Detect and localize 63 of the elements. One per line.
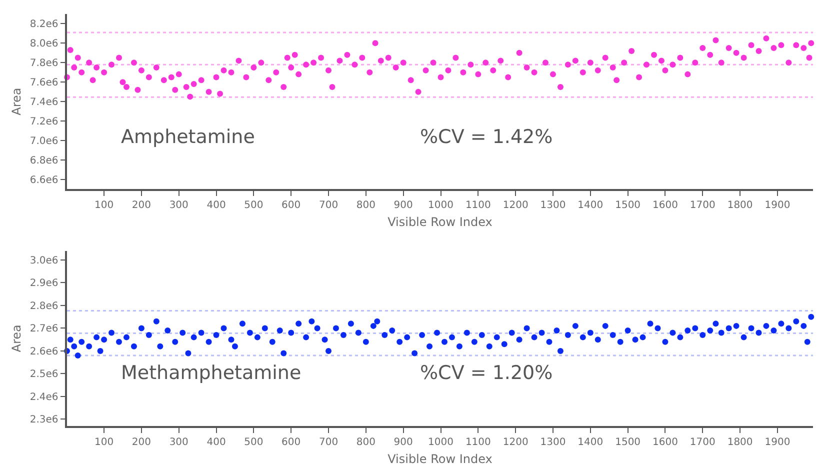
y-tick-label: 2.6e6 <box>30 346 58 358</box>
x-tick-label: 1500 <box>615 200 641 211</box>
annotation: %CV = 1.20% <box>420 362 553 384</box>
x-tick-label: 800 <box>356 200 376 211</box>
y-tick-label: 8.0e6 <box>30 38 58 50</box>
x-tick-label: 1000 <box>428 200 454 211</box>
x-tick-label: 1500 <box>615 436 641 448</box>
x-tick-label: 1300 <box>540 436 566 448</box>
y-tick-label: 2.9e6 <box>30 278 58 290</box>
y-tick-label: 7.6e6 <box>30 78 58 89</box>
x-tick-label: 1800 <box>727 200 753 211</box>
y-tick-label: 8.2e6 <box>30 19 58 30</box>
x-tick-label: 100 <box>94 436 114 448</box>
annotation: %CV = 1.42% <box>420 126 553 148</box>
annotation: Amphetamine <box>121 126 255 148</box>
y-tick-label: 2.7e6 <box>30 324 58 335</box>
x-tick-label: 700 <box>318 436 338 448</box>
x-tick-label: 900 <box>394 436 413 448</box>
x-tick-label: 1600 <box>652 200 678 211</box>
x-tick-label: 800 <box>356 436 376 448</box>
y-tick-label: 7.8e6 <box>30 58 58 70</box>
x-tick-label: 1900 <box>764 436 790 448</box>
x-tick-label: 500 <box>244 200 264 211</box>
y-tick-label: 2.8e6 <box>30 300 58 312</box>
x-tick-label: 900 <box>394 200 413 211</box>
y-tick-label: 6.8e6 <box>30 155 58 166</box>
x-tick-label: 300 <box>169 200 188 211</box>
x-tick-label: 200 <box>132 436 151 448</box>
x-tick-label: 700 <box>318 200 338 211</box>
x-tick-label: 100 <box>94 200 114 211</box>
x-tick-label: 600 <box>282 436 301 448</box>
x-tick-label: 200 <box>132 200 151 211</box>
x-tick-label: 400 <box>206 200 226 211</box>
x-tick-label: 1400 <box>578 200 604 211</box>
x-tick-label: 1400 <box>578 436 604 448</box>
x-tick-label: 1900 <box>764 200 790 211</box>
x-axis-title: Visible Row Index <box>388 215 492 230</box>
y-tick-label: 6.6e6 <box>30 174 58 186</box>
x-tick-label: 1700 <box>690 200 716 211</box>
x-tick-label: 1000 <box>428 436 454 448</box>
y-tick-label: 2.4e6 <box>30 392 58 403</box>
x-tick-label: 1100 <box>465 200 491 211</box>
x-tick-label: 600 <box>282 200 301 211</box>
y-tick-label: 7.2e6 <box>30 116 58 128</box>
x-tick-label: 1600 <box>652 436 678 448</box>
y-tick-label: 7.4e6 <box>30 97 58 108</box>
x-tick-label: 1100 <box>465 436 491 448</box>
y-tick-label: 2.3e6 <box>30 414 58 426</box>
annotation: Methamphetamine <box>121 362 302 384</box>
x-tick-label: 1800 <box>727 436 753 448</box>
x-tick-label: 1700 <box>690 436 716 448</box>
x-tick-label: 1200 <box>502 436 528 448</box>
x-tick-label: 1300 <box>540 200 566 211</box>
x-axis-title: Visible Row Index <box>388 452 492 466</box>
y-tick-label: 7.0e6 <box>30 136 58 147</box>
y-axis-title: Area <box>10 324 24 352</box>
y-tick-label: 2.5e6 <box>30 369 58 380</box>
x-tick-label: 1200 <box>502 200 528 211</box>
x-tick-label: 300 <box>169 436 188 448</box>
x-tick-label: 400 <box>206 436 226 448</box>
x-tick-label: 500 <box>244 436 264 448</box>
y-axis-title: Area <box>10 88 24 116</box>
y-tick-label: 3.0e6 <box>30 256 58 266</box>
